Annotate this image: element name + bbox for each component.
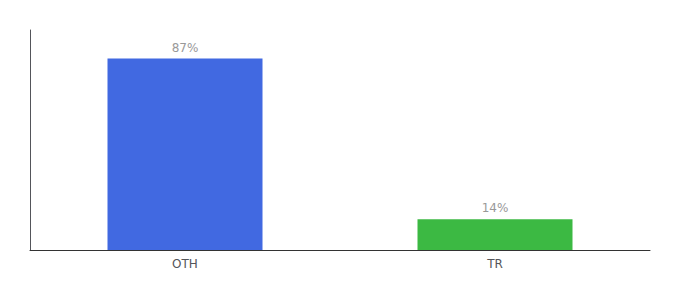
svg-text:TR: TR (486, 257, 503, 271)
svg-text:87%: 87% (172, 41, 199, 55)
svg-text:OTH: OTH (172, 257, 198, 271)
svg-text:14%: 14% (482, 201, 509, 215)
